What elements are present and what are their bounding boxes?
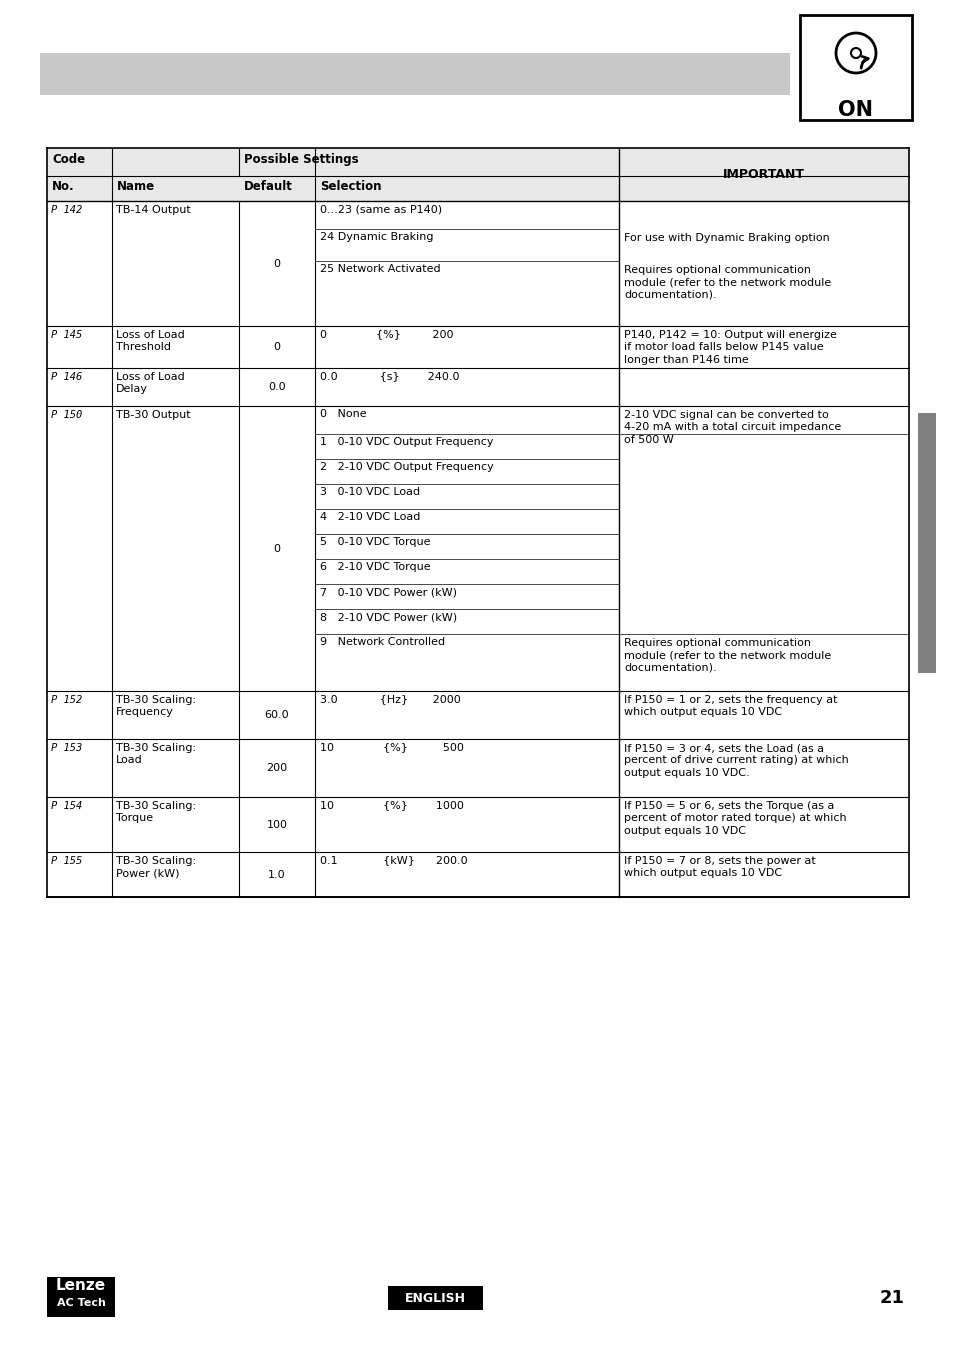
Text: ENGLISH: ENGLISH bbox=[404, 1292, 465, 1304]
Text: 6   2-10 VDC Torque: 6 2-10 VDC Torque bbox=[319, 562, 430, 572]
Text: If P150 = 1 or 2, sets the frequency at
which output equals 10 VDC: If P150 = 1 or 2, sets the frequency at … bbox=[623, 695, 837, 717]
Text: 0.1             {kW}      200.0: 0.1 {kW} 200.0 bbox=[319, 855, 467, 866]
Text: P 155: P 155 bbox=[51, 856, 82, 866]
Text: 0              {%}         200: 0 {%} 200 bbox=[319, 328, 453, 339]
Text: 10              {%}        1000: 10 {%} 1000 bbox=[319, 800, 463, 810]
Text: P 150: P 150 bbox=[51, 410, 82, 420]
Text: Requires optional communication
module (refer to the network module
documentatio: Requires optional communication module (… bbox=[623, 638, 830, 673]
Text: 9   Network Controlled: 9 Network Controlled bbox=[319, 637, 445, 647]
Text: 0: 0 bbox=[274, 259, 280, 269]
Text: 100: 100 bbox=[266, 819, 287, 830]
Text: P140, P142 = 10: Output will energize
if motor load falls below P145 value
longe: P140, P142 = 10: Output will energize if… bbox=[623, 330, 836, 365]
Text: Default: Default bbox=[244, 180, 293, 194]
Text: If P150 = 5 or 6, sets the Torque (as a
percent of motor rated torque) at which
: If P150 = 5 or 6, sets the Torque (as a … bbox=[623, 801, 845, 836]
Text: 21: 21 bbox=[879, 1289, 904, 1307]
Text: P 152: P 152 bbox=[51, 695, 82, 705]
Bar bbox=[388, 1287, 482, 1310]
Text: 0.0: 0.0 bbox=[268, 382, 286, 393]
Text: P 142: P 142 bbox=[51, 204, 82, 215]
Text: 2   2-10 VDC Output Frequency: 2 2-10 VDC Output Frequency bbox=[319, 462, 494, 472]
Text: P 145: P 145 bbox=[51, 330, 82, 339]
Text: 0   None: 0 None bbox=[319, 409, 366, 418]
Text: 10              {%}          500: 10 {%} 500 bbox=[319, 741, 463, 752]
Text: TB-30 Scaling:
Torque: TB-30 Scaling: Torque bbox=[116, 801, 196, 823]
Text: 3   0-10 VDC Load: 3 0-10 VDC Load bbox=[319, 487, 419, 497]
Text: Lenze: Lenze bbox=[56, 1277, 106, 1292]
Bar bbox=[47, 149, 618, 176]
Text: P 153: P 153 bbox=[51, 743, 82, 752]
Text: IMPORTANT: IMPORTANT bbox=[722, 168, 804, 181]
Text: 4   2-10 VDC Load: 4 2-10 VDC Load bbox=[319, 512, 420, 522]
Text: TB-30 Scaling:
Load: TB-30 Scaling: Load bbox=[116, 743, 196, 766]
Text: 0...23 (same as P140): 0...23 (same as P140) bbox=[319, 204, 441, 214]
Text: No.: No. bbox=[52, 180, 74, 194]
Text: If P150 = 3 or 4, sets the Load (as a
percent of drive current rating) at which
: If P150 = 3 or 4, sets the Load (as a pe… bbox=[623, 743, 848, 778]
Text: TB-14 Output: TB-14 Output bbox=[116, 204, 191, 215]
Text: Requires optional communication
module (refer to the network module
documentatio: Requires optional communication module (… bbox=[623, 264, 830, 300]
Text: Loss of Load
Delay: Loss of Load Delay bbox=[116, 372, 185, 394]
Text: TB-30 Scaling:
Frequency: TB-30 Scaling: Frequency bbox=[116, 695, 196, 717]
Text: Selection: Selection bbox=[319, 180, 381, 194]
Bar bbox=[47, 176, 618, 200]
Text: 0: 0 bbox=[274, 544, 280, 553]
Text: 25 Network Activated: 25 Network Activated bbox=[319, 264, 440, 274]
Text: 1   0-10 VDC Output Frequency: 1 0-10 VDC Output Frequency bbox=[319, 438, 493, 447]
Text: Name: Name bbox=[117, 180, 155, 194]
Text: Loss of Load
Threshold: Loss of Load Threshold bbox=[116, 330, 185, 353]
Text: 8   2-10 VDC Power (kW): 8 2-10 VDC Power (kW) bbox=[319, 612, 456, 622]
Text: 7   0-10 VDC Power (kW): 7 0-10 VDC Power (kW) bbox=[319, 587, 456, 597]
Text: AC Tech: AC Tech bbox=[56, 1298, 106, 1308]
Text: Possible Settings: Possible Settings bbox=[244, 153, 358, 166]
Text: 0.0            {s}        240.0: 0.0 {s} 240.0 bbox=[319, 371, 459, 382]
Text: TB-30 Output: TB-30 Output bbox=[116, 410, 191, 420]
Text: If P150 = 7 or 8, sets the power at
which output equals 10 VDC: If P150 = 7 or 8, sets the power at whic… bbox=[623, 856, 815, 878]
Bar bbox=[40, 53, 789, 95]
Text: ON: ON bbox=[838, 99, 873, 120]
Text: For use with Dynamic Braking option: For use with Dynamic Braking option bbox=[623, 233, 829, 243]
Bar bbox=[618, 149, 908, 176]
Text: 2-10 VDC signal can be converted to
4-20 mA with a total circuit impedance
of 50: 2-10 VDC signal can be converted to 4-20… bbox=[623, 410, 841, 444]
Bar bbox=[800, 15, 911, 120]
Text: TB-30 Scaling:
Power (kW): TB-30 Scaling: Power (kW) bbox=[116, 856, 196, 878]
Text: 200: 200 bbox=[266, 763, 287, 773]
Text: 1.0: 1.0 bbox=[268, 870, 286, 879]
Text: 0: 0 bbox=[274, 342, 280, 352]
Text: 5   0-10 VDC Torque: 5 0-10 VDC Torque bbox=[319, 537, 430, 547]
Text: 3.0            {Hz}       2000: 3.0 {Hz} 2000 bbox=[319, 694, 460, 705]
Text: 60.0: 60.0 bbox=[264, 710, 289, 720]
Bar bbox=[47, 1277, 115, 1317]
Text: P 146: P 146 bbox=[51, 372, 82, 382]
Text: P 154: P 154 bbox=[51, 801, 82, 811]
Text: Code: Code bbox=[52, 153, 85, 166]
Text: 24 Dynamic Braking: 24 Dynamic Braking bbox=[319, 232, 433, 243]
Bar bbox=[618, 176, 908, 200]
Bar bbox=[917, 413, 935, 673]
